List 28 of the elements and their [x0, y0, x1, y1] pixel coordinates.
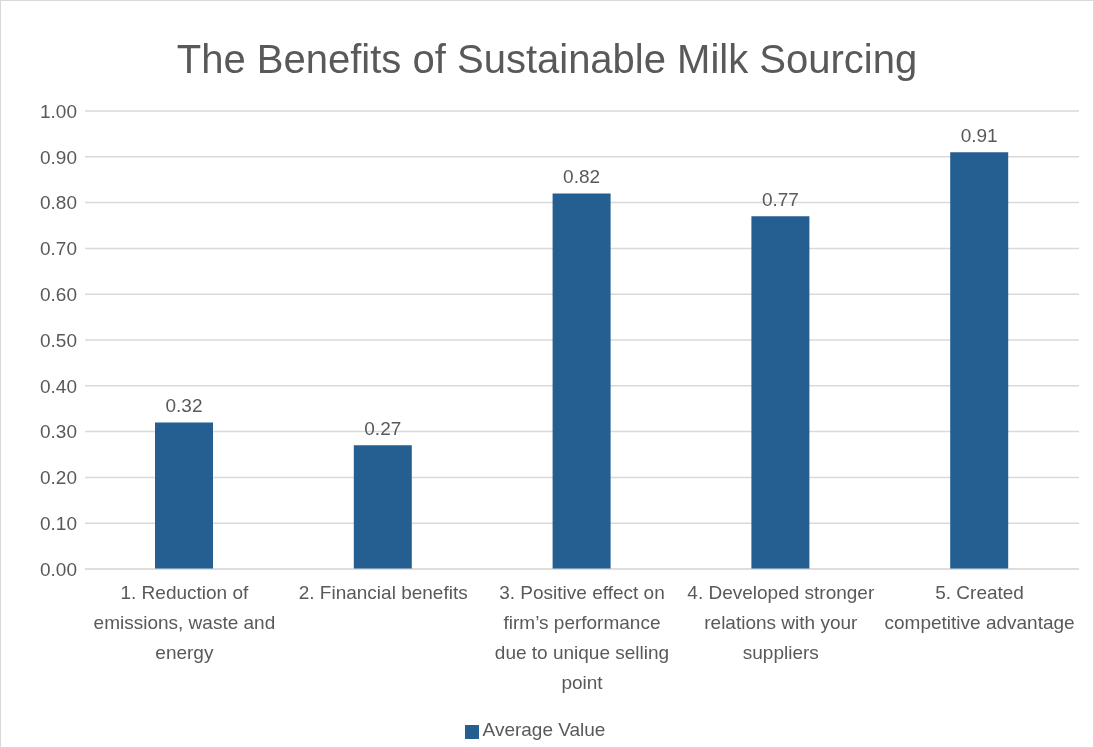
data-label: 0.27	[364, 418, 402, 440]
y-tick-label: 0.70	[40, 238, 77, 260]
x-tick-label: 5. Created competitive advantage	[884, 582, 1075, 633]
y-tick-label: 0.60	[40, 283, 77, 305]
bar	[353, 445, 412, 569]
y-tick-label: 0.10	[40, 512, 77, 534]
data-label: 0.32	[165, 395, 203, 417]
y-tick-label: 1.00	[40, 100, 77, 122]
y-tick-label: 0.30	[40, 421, 77, 443]
bar	[950, 152, 1009, 569]
chart-title: The Benefits of Sustainable Milk Sourcing	[175, 37, 919, 82]
y-tick-label: 0.90	[40, 146, 77, 168]
data-label: 0.77	[761, 189, 799, 211]
x-tick-label: 1. Reduction of emissions, waste and energy	[93, 582, 276, 663]
y-tick-label: 0.50	[40, 329, 77, 351]
bar	[751, 216, 810, 569]
y-tick-label: 0.80	[40, 192, 77, 214]
y-tick-label: 0.20	[40, 467, 77, 489]
x-tick-label: 3. Positive effect on firm’s performance due to unique selling point	[494, 582, 670, 693]
x-tick-label: 4. Developed stronger relations with your suppliers	[687, 582, 875, 663]
y-tick-label: 0.00	[40, 558, 77, 580]
y-tick-label: 0.40	[40, 375, 77, 397]
data-label: 0.91	[960, 125, 998, 147]
bar	[155, 422, 213, 569]
data-label: 0.82	[563, 166, 601, 188]
bar	[552, 193, 611, 569]
x-tick-label: 2. Financial benefits	[298, 582, 468, 603]
legend-label: Average Value	[482, 719, 606, 740]
